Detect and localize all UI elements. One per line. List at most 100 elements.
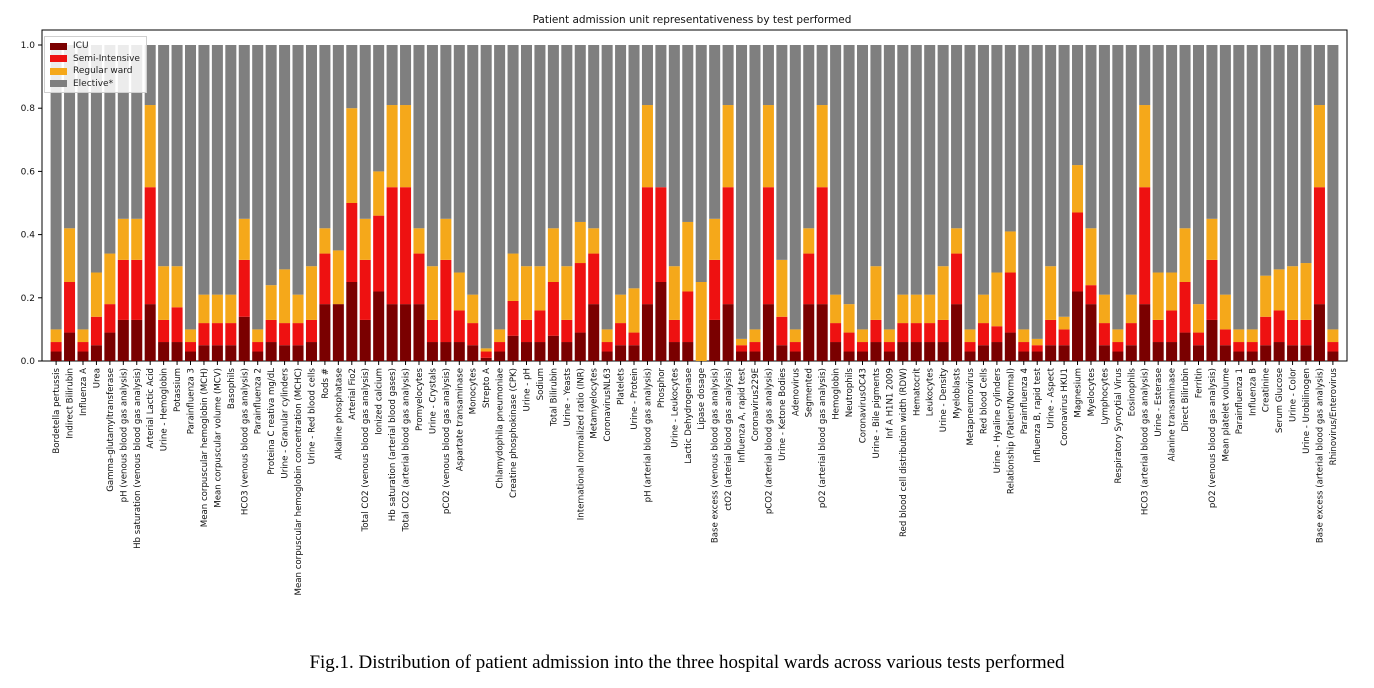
- bar-segment: [641, 304, 653, 361]
- legend-item-semi-intensive: Semi-Intensive: [50, 53, 140, 66]
- x-tick-label: Base excess (venous blood gas analysis): [711, 368, 721, 543]
- bar-segment: [1098, 345, 1110, 361]
- bar-segment: [534, 342, 546, 361]
- bar-segment: [561, 342, 573, 361]
- bar-segment: [1327, 329, 1339, 343]
- x-tick-label: Urine - Bile pigments: [872, 367, 882, 458]
- bar-segment: [1206, 259, 1218, 320]
- bar-segment: [1192, 45, 1204, 305]
- legend-label-regular-ward: Regular ward: [73, 66, 133, 77]
- bar-segment: [1260, 345, 1272, 361]
- bar-segment: [77, 329, 89, 343]
- bar-segment: [1004, 231, 1016, 273]
- bar-segment: [198, 294, 210, 324]
- x-tick-label: Gamma-glutamyltransferase: [106, 368, 116, 492]
- bar-segment: [117, 218, 129, 260]
- x-tick-label: Sodium: [536, 368, 546, 400]
- bar-segment: [1313, 187, 1325, 305]
- bar-segment: [856, 329, 869, 343]
- bar-segment: [440, 259, 452, 343]
- bar-segment: [1206, 319, 1218, 361]
- bar-segment: [843, 45, 855, 305]
- bar-segment: [292, 323, 304, 346]
- bar-segment: [319, 304, 331, 361]
- x-tick-label: Direct Bilirubin: [1181, 368, 1191, 432]
- bar-segment: [682, 221, 694, 292]
- bar-segment: [467, 45, 479, 295]
- x-tick-label: Influenza A: [79, 368, 89, 416]
- bar-segment: [615, 294, 627, 324]
- bar-segment: [171, 45, 183, 267]
- bar-segment: [346, 203, 358, 282]
- x-tick-label: Platelets: [617, 367, 627, 405]
- bar-segment: [937, 319, 949, 343]
- x-tick-label: Base excess (arterial blood gas analysis…: [1315, 368, 1325, 543]
- bar-segment: [722, 105, 734, 188]
- bar-segment: [185, 351, 197, 361]
- bar-segment: [520, 342, 533, 361]
- bar-segment: [480, 357, 492, 361]
- bar-segment: [1045, 266, 1057, 320]
- x-tick-label: Urine - Yeasts: [563, 367, 573, 426]
- bar-segment: [1233, 329, 1245, 343]
- bar-segment: [816, 45, 828, 106]
- bar-segment: [897, 294, 909, 324]
- bar-segment: [1018, 45, 1030, 330]
- bar-segment: [1179, 332, 1191, 361]
- bar-segment: [1058, 45, 1070, 317]
- x-tick-label: Urine - Ketone Bodies: [778, 367, 788, 460]
- x-tick-label: Rhinovirus/Enterovirus: [1329, 367, 1339, 465]
- x-tick-label: Rods #: [321, 368, 331, 399]
- x-tick-label: Ionized calcium: [375, 368, 385, 435]
- bar-segment: [736, 45, 748, 339]
- bar-segment: [520, 266, 533, 320]
- x-tick-label: Alkaline phosphatase: [334, 368, 344, 460]
- bar-segment: [211, 345, 223, 361]
- bar-segment: [910, 294, 922, 324]
- bar-segment: [816, 187, 828, 305]
- x-tick-label: pCO2 (arterial blood gas analysis): [764, 368, 774, 514]
- bar-segment: [319, 253, 331, 305]
- x-tick-label: Red blood Cells: [979, 367, 989, 434]
- bar-segment: [265, 319, 277, 343]
- x-tick-label: Mean corpuscular hemoglobin concentratio…: [294, 368, 304, 595]
- bar-segment: [104, 45, 116, 254]
- bar-segment: [1192, 332, 1204, 346]
- bar-segment: [870, 45, 882, 267]
- bar-segment: [883, 351, 895, 361]
- bar-segment: [1058, 316, 1070, 330]
- x-tick-label: Parainfluenza 2: [254, 368, 264, 434]
- bar-segment: [561, 319, 573, 343]
- legend-swatch-regular-ward: [50, 67, 67, 75]
- bar-segment: [1287, 266, 1299, 320]
- bar-segment: [520, 45, 533, 267]
- bar-segment: [803, 45, 815, 229]
- bar-segment: [776, 345, 788, 361]
- bar-segment: [641, 187, 653, 305]
- bar-segment: [359, 45, 371, 219]
- x-tick-label: Metapneumovirus: [966, 367, 976, 445]
- x-tick-label: Metamyelocytes: [590, 367, 600, 438]
- x-tick-label: Eosinophils: [1127, 367, 1137, 416]
- bar-segment: [467, 294, 479, 324]
- bar-segment: [749, 351, 761, 361]
- bar-segment: [426, 45, 438, 267]
- bar-segment: [279, 45, 291, 270]
- bar-segment: [883, 45, 895, 330]
- x-tick-label: Influenza A, rapid test: [738, 367, 748, 462]
- bar-segment: [64, 228, 76, 282]
- bar-segment: [346, 108, 358, 203]
- x-tick-label: Mean corpuscular volume (MCV): [213, 368, 223, 508]
- bar-segment: [601, 329, 613, 343]
- bar-segment: [279, 345, 291, 361]
- bar-segment: [1219, 345, 1231, 361]
- bar-segment: [77, 351, 89, 361]
- bar-segment: [332, 45, 344, 251]
- x-tick-label: Creatinine: [1262, 368, 1272, 412]
- bar-segment: [856, 342, 869, 352]
- bar-segment: [1166, 342, 1178, 361]
- bar-segment: [1246, 351, 1258, 361]
- bar-segment: [198, 345, 210, 361]
- bar-segment: [238, 218, 250, 260]
- bar-segment: [722, 45, 734, 106]
